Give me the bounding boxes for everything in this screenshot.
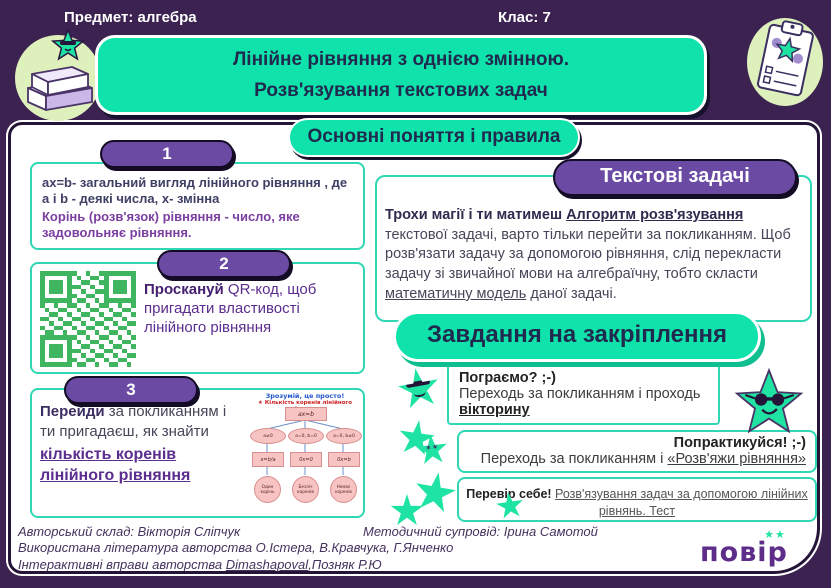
flowchart-result-1: Один корінь bbox=[254, 476, 281, 503]
flowchart-condition-3: a=0, b≠0 bbox=[326, 428, 362, 444]
math-model-link[interactable]: математичну модель bbox=[385, 285, 527, 302]
page-title-line1: Лінійне рівняння з однією змінною. bbox=[232, 49, 570, 70]
flowchart-equation-3: 0x=b bbox=[328, 452, 360, 467]
practice-box: Попрактикуйся! ;-) Переходь за покликанн… bbox=[457, 430, 817, 473]
root-definition: Корінь (розв'язок) рівняння - число, яке… bbox=[42, 209, 300, 240]
roots-count-link[interactable]: кількість коренів лінійного рівняння bbox=[40, 445, 191, 484]
page-title: Лінійне рівняння з однією змінною. Розв'… bbox=[95, 35, 707, 115]
qr-code bbox=[40, 271, 136, 367]
qr-instruction-rest: QR-код, щоб пригадати властивості лінійн… bbox=[144, 281, 317, 337]
big-star-with-sunglasses-mascot bbox=[733, 367, 805, 445]
credits: Авторський склад: Вікторія Сліпчук Метод… bbox=[18, 524, 678, 573]
credits-authors: Авторський склад: Вікторія Сліпчук bbox=[18, 524, 241, 539]
subject-label: Предмет: алгебра bbox=[64, 9, 197, 26]
intro-bold-text: Трохи магії і ти матимеш bbox=[385, 207, 567, 223]
roots-flowchart: Зрозумій, це просто! ★ Кількість коренів… bbox=[246, 392, 364, 516]
play-title: Пограємо? ;-) bbox=[459, 370, 557, 386]
flowchart-result-3: Немає коренів bbox=[330, 476, 357, 503]
play-box: Пограємо? ;-) Переходь за покликанням і … bbox=[447, 363, 720, 425]
clipboard-star-icon bbox=[747, 18, 823, 106]
roots-count-instruction: Перейди за покликанням і ти пригадаєш, я… bbox=[40, 402, 245, 486]
quiz-link[interactable]: вікторину bbox=[459, 402, 530, 418]
logo-text: повір bbox=[700, 537, 788, 568]
algorithm-link[interactable]: Алгоритм розв'язування bbox=[566, 207, 744, 223]
flowchart-condition-1: a≠0 bbox=[250, 428, 286, 444]
go-action-word: Перейди bbox=[40, 403, 105, 420]
play-line-text: Переходь за покликанням і проходь bbox=[459, 386, 701, 402]
play-line: Переходь за покликанням і проходь bbox=[459, 386, 708, 402]
tasks-banner: Завдання на закріплення bbox=[393, 311, 761, 362]
credits-methodology: Методичний супровід: Ірина Самотой bbox=[363, 524, 598, 539]
practice-line-text: Переходь за покликанням і bbox=[480, 451, 668, 467]
big-star-icon bbox=[734, 367, 804, 434]
roots-count-box: Перейди за покликанням і ти пригадаєш, я… bbox=[30, 388, 365, 518]
credits-interactive: Інтерактивні вправи авторства Dimashapov… bbox=[18, 557, 678, 573]
credits-interactive-pre: Інтерактивні вправи авторства bbox=[18, 556, 226, 572]
definition-box: ax=b- загальний вигляд лінійного рівнянн… bbox=[30, 162, 365, 250]
credits-literature: Використана література авторства О.Істер… bbox=[18, 540, 454, 556]
linear-equation-definition: ax=b- загальний вигляд лінійного рівнянн… bbox=[42, 175, 348, 206]
intro-end-text: даної задачі. bbox=[526, 285, 617, 302]
qr-action-word: Проскануй bbox=[144, 281, 224, 298]
practice-title: Попрактикуйся! ;-) bbox=[673, 435, 806, 451]
practice-line: Переходь за покликанням і «Розв'яжи рівн… bbox=[468, 451, 806, 467]
qr-instruction: Проскануй QR-код, щоб пригадати властиво… bbox=[144, 280, 360, 338]
word-problems-heading: Текстові задачі bbox=[553, 159, 797, 196]
page-title-line2: Розв'язування текстових задач bbox=[254, 80, 548, 101]
roots-instruction-mid: за покликанням і ти пригадаєш, як знайти bbox=[40, 403, 227, 440]
intro-rest-text: текстової задачі, варто тільки перейти з… bbox=[385, 226, 791, 283]
author-profile-link[interactable]: Dimashapoval bbox=[225, 556, 309, 572]
step-3-badge: 3 bbox=[64, 376, 198, 404]
books-star-icon bbox=[15, 27, 101, 121]
step-1-badge: 1 bbox=[100, 140, 234, 168]
flowchart-condition-2: a=0, b=0 bbox=[288, 428, 324, 444]
word-problems-box bbox=[375, 175, 812, 322]
step-2-badge: 2 bbox=[157, 250, 291, 278]
flowchart-title: Зрозумій, це просто! bbox=[265, 392, 345, 400]
class-label: Клас: 7 bbox=[498, 9, 551, 26]
flowchart-root: ax=b bbox=[285, 407, 327, 421]
povir-logo: ★★ повір bbox=[700, 528, 788, 568]
word-problems-paragraph: Трохи магії і ти матимеш Алгоритм розв'я… bbox=[385, 206, 803, 305]
solve-equation-link[interactable]: «Розв'яжи рівняння» bbox=[667, 451, 806, 467]
clipboard-with-star-mascot bbox=[744, 12, 826, 121]
logo-stars-icon: ★★ bbox=[764, 528, 786, 541]
self-check-box: Перевір себе! Розв'язування задач за доп… bbox=[457, 477, 817, 522]
flowchart-equation-1: x=b/a bbox=[252, 452, 284, 467]
flowchart-equation-2: 0x=0 bbox=[290, 452, 322, 467]
section-heading-basics: Основні поняття і правила bbox=[288, 118, 580, 157]
smile-icon bbox=[413, 387, 426, 398]
test-link[interactable]: Розв'язування задач за допомогою лінійни… bbox=[555, 487, 808, 518]
books-with-star-mascot bbox=[8, 16, 108, 129]
flowchart-result-2: Безліч коренів bbox=[292, 476, 319, 503]
credits-interactive-end: ,Позняк Р.Ю bbox=[308, 556, 382, 572]
qr-box: Проскануй QR-код, щоб пригадати властиво… bbox=[30, 262, 365, 374]
